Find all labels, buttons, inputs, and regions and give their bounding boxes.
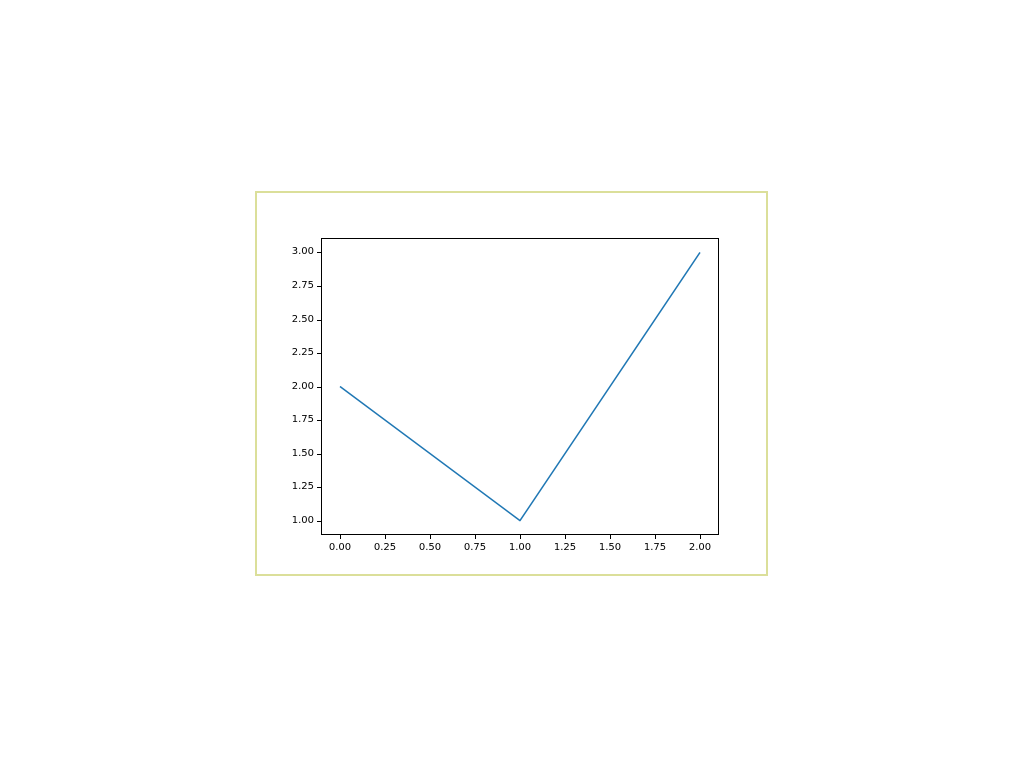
- y-tick-mark: [317, 386, 321, 388]
- y-tick-mark: [317, 420, 321, 421]
- x-tick-mark: [565, 535, 566, 539]
- x-tick-label: 2.00: [688, 542, 712, 553]
- y-tick-label: 1.25: [291, 481, 314, 493]
- y-tick-mark: [317, 453, 321, 455]
- data-line: [339, 251, 701, 522]
- y-tick-mark: [317, 487, 321, 489]
- y-tick-mark: [317, 353, 321, 354]
- x-tick-label: 0.25: [373, 542, 397, 553]
- y-tick-label: 2.75: [291, 279, 314, 291]
- figure: 0.00 0.25 0.50 0.75 1.00 1.25 1.50 1.75 2.00 1.0…: [255, 191, 768, 576]
- x-tick-label: 0.00: [328, 542, 352, 553]
- y-tick-label: 1.75: [291, 414, 314, 425]
- x-tick-label: 1.25: [553, 542, 577, 553]
- x-tick-mark: [700, 535, 701, 539]
- x-tick-mark: [340, 535, 341, 539]
- y-tick-mark: [317, 252, 321, 254]
- x-tick-label: 1.00: [508, 542, 532, 553]
- y-tick-mark: [317, 520, 321, 522]
- x-tick-mark: [430, 535, 431, 539]
- x-tick-label: 1.50: [598, 542, 622, 553]
- x-tick-label: 0.50: [418, 542, 442, 553]
- y-tick-label: 2.00: [291, 380, 314, 392]
- line-series: [339, 251, 701, 522]
- y-tick-label: 2.25: [291, 347, 314, 358]
- x-tick-mark: [655, 535, 656, 539]
- x-tick-mark: [610, 535, 611, 539]
- plot-area: 0.00 0.25 0.50 0.75 1.00 1.25 1.50 1.75 2.00 1.0…: [292, 238, 719, 553]
- x-tick-label: 0.75: [463, 542, 487, 553]
- y-tick-mark: [317, 319, 321, 321]
- x-tick-mark: [475, 535, 476, 539]
- x-tick-mark: [385, 535, 386, 539]
- x-tick-mark: [520, 535, 521, 539]
- y-tick-label: 1.00: [291, 514, 314, 526]
- y-tick-label: 2.50: [291, 313, 314, 325]
- y-tick-label: 3.00: [291, 246, 314, 258]
- x-tick-label: 1.75: [643, 542, 667, 553]
- y-tick-label: 1.50: [291, 447, 314, 459]
- y-tick-mark: [317, 285, 321, 287]
